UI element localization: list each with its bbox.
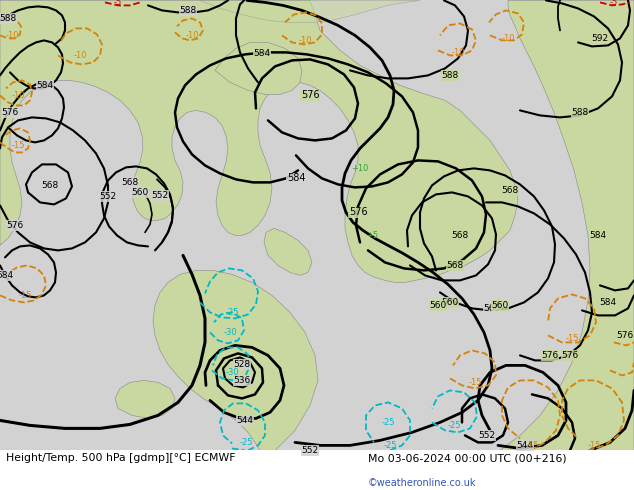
Text: 584: 584 bbox=[36, 81, 53, 90]
Text: -10: -10 bbox=[5, 31, 19, 40]
Polygon shape bbox=[200, 0, 420, 23]
Text: -10: -10 bbox=[501, 34, 515, 43]
Text: 584: 584 bbox=[0, 271, 13, 280]
Text: -15: -15 bbox=[11, 141, 25, 150]
Text: -25: -25 bbox=[225, 308, 239, 317]
Text: 584: 584 bbox=[590, 231, 607, 240]
Text: -15: -15 bbox=[566, 334, 579, 343]
Text: -25: -25 bbox=[383, 441, 397, 450]
Text: 576: 576 bbox=[6, 221, 23, 230]
Text: -10: -10 bbox=[451, 48, 465, 57]
Polygon shape bbox=[215, 43, 302, 95]
Text: -30: -30 bbox=[225, 368, 239, 377]
Text: -25: -25 bbox=[447, 421, 461, 430]
Polygon shape bbox=[115, 380, 175, 418]
Text: 560: 560 bbox=[483, 304, 501, 313]
Text: 588: 588 bbox=[571, 108, 588, 117]
Text: -15: -15 bbox=[18, 291, 32, 300]
Text: -10: -10 bbox=[74, 51, 87, 60]
Text: 544: 544 bbox=[236, 416, 254, 425]
Text: 552: 552 bbox=[301, 446, 318, 455]
Text: 568: 568 bbox=[446, 261, 463, 270]
Text: -25: -25 bbox=[381, 418, 395, 427]
Text: +10: +10 bbox=[351, 164, 369, 173]
Text: -15: -15 bbox=[587, 441, 601, 450]
Text: 576: 576 bbox=[616, 331, 633, 340]
Text: -10: -10 bbox=[11, 91, 25, 100]
Text: 588: 588 bbox=[441, 71, 458, 80]
Text: -5: -5 bbox=[114, 0, 122, 7]
Text: 560: 560 bbox=[441, 298, 458, 307]
Text: 568: 568 bbox=[451, 231, 469, 240]
Text: 576: 576 bbox=[541, 351, 559, 360]
Text: 568: 568 bbox=[501, 186, 519, 195]
Polygon shape bbox=[0, 0, 518, 282]
Text: Height/Temp. 500 hPa [gdmp][°C] ECMWF: Height/Temp. 500 hPa [gdmp][°C] ECMWF bbox=[6, 453, 236, 463]
Polygon shape bbox=[153, 270, 318, 450]
Text: 576: 576 bbox=[561, 351, 579, 360]
Text: 576: 576 bbox=[349, 207, 367, 218]
Polygon shape bbox=[500, 0, 634, 450]
Text: -15: -15 bbox=[525, 441, 539, 450]
Text: -30: -30 bbox=[223, 328, 237, 337]
Text: 576: 576 bbox=[301, 90, 320, 100]
Text: 560: 560 bbox=[131, 188, 148, 197]
Text: -10: -10 bbox=[298, 36, 312, 45]
Text: Mo 03-06-2024 00:00 UTC (00+216): Mo 03-06-2024 00:00 UTC (00+216) bbox=[368, 453, 566, 463]
Text: 592: 592 bbox=[592, 34, 609, 43]
Text: 552: 552 bbox=[479, 431, 496, 440]
Text: 560: 560 bbox=[429, 301, 446, 310]
Text: 584: 584 bbox=[599, 298, 616, 307]
Text: -15: -15 bbox=[469, 378, 482, 387]
Text: 544: 544 bbox=[517, 441, 533, 450]
Polygon shape bbox=[264, 228, 312, 275]
Text: 552: 552 bbox=[100, 192, 117, 201]
Text: ©weatheronline.co.uk: ©weatheronline.co.uk bbox=[368, 478, 476, 488]
Text: 552: 552 bbox=[152, 191, 169, 200]
Text: 568: 568 bbox=[121, 178, 139, 187]
Text: 584: 584 bbox=[287, 173, 305, 183]
Text: -5: -5 bbox=[610, 0, 618, 7]
Text: -10: -10 bbox=[185, 31, 198, 40]
Text: -25: -25 bbox=[239, 438, 253, 447]
Text: 560: 560 bbox=[491, 301, 508, 310]
Text: 568: 568 bbox=[41, 181, 58, 190]
Text: 588: 588 bbox=[179, 6, 197, 15]
Text: 588: 588 bbox=[0, 14, 16, 23]
Text: 584: 584 bbox=[254, 49, 271, 58]
Text: 576: 576 bbox=[1, 108, 18, 117]
Text: +5: +5 bbox=[366, 231, 378, 240]
Text: 528: 528 bbox=[233, 360, 250, 369]
Text: 536: 536 bbox=[233, 376, 250, 385]
